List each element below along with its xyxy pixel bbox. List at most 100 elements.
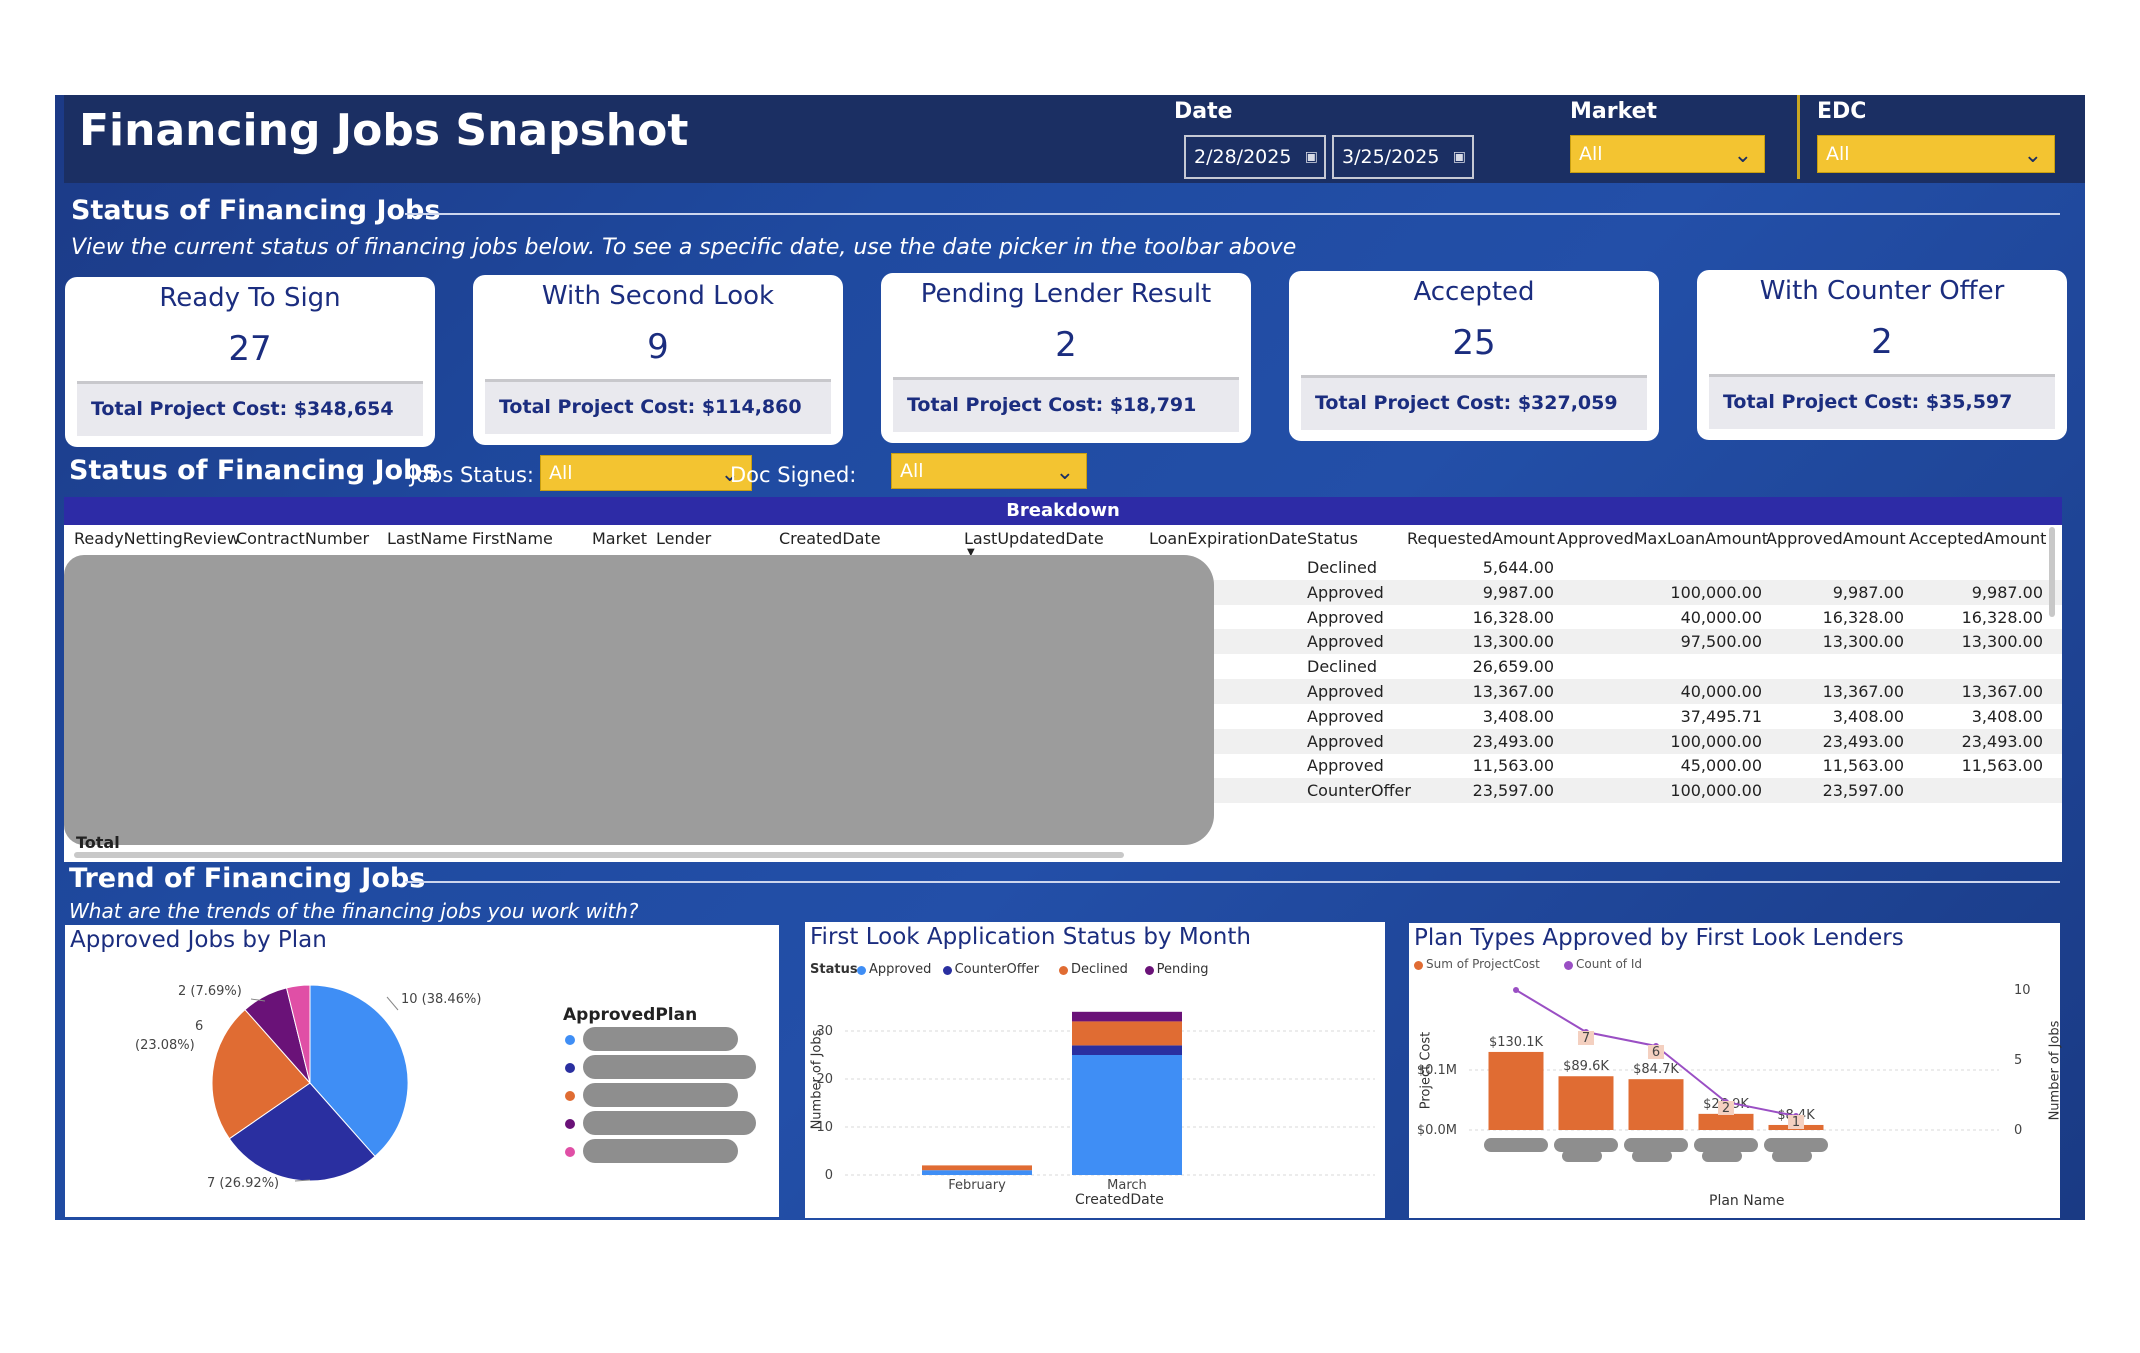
trend-section-subtitle: What are the trends of the financing job…	[69, 899, 639, 923]
legend-dot	[565, 1091, 575, 1101]
column-header[interactable]: LastName	[387, 529, 468, 548]
table-row[interactable]: Approved 23,493.00 100,000.00 23,493.00 23,4…	[64, 729, 2062, 754]
bar-segment	[1072, 1011, 1182, 1022]
section-divider	[405, 881, 2060, 883]
status-cell: Approved	[1307, 632, 1384, 652]
vertical-scrollbar[interactable]	[2049, 527, 2055, 617]
accepted-amount-cell: 11,563.00	[1961, 756, 2043, 776]
calendar-icon[interactable]: ▣	[1452, 149, 1466, 165]
jobs-table: Breakdown ReadyNettingReview ContractNum…	[64, 497, 2062, 862]
horizontal-scrollbar[interactable]	[74, 852, 1124, 858]
requested-amount-cell: 26,659.00	[1472, 657, 1554, 677]
pie-slice	[309, 984, 409, 1158]
date-end-input[interactable]: 3/25/2025 ▣	[1332, 135, 1474, 179]
table-row[interactable]: Declined 5,644.00	[64, 555, 2062, 580]
accepted-amount-cell: 13,367.00	[1961, 682, 2043, 701]
table-row[interactable]: Approved 13,367.00 40,000.00 13,367.00 13,36…	[64, 679, 2062, 704]
status-section-heading: Status of Financing Jobs	[71, 195, 441, 226]
y2-tick-label: 5	[2014, 1053, 2022, 1068]
y-axis-title-left: Project Cost	[1418, 1031, 1434, 1110]
legend-dot	[565, 1035, 575, 1045]
slice-label: 6	[195, 1019, 203, 1034]
pie-chart: 10 (38.46%) 7 (26.92%) 6(23.08%) 2 (7.69%)	[135, 984, 481, 1191]
redacted-x-label	[1624, 1138, 1688, 1152]
panel-title: Plan Types Approved by First Look Lender…	[1414, 925, 1904, 951]
card-count: 2	[1055, 325, 1077, 365]
column-header[interactable]: Status	[1307, 529, 1358, 548]
leader-line	[386, 996, 399, 1011]
column-header[interactable]: LastUpdatedDate	[964, 529, 1104, 548]
card-title: Pending Lender Result	[920, 279, 1212, 309]
redacted-legend-label	[583, 1083, 738, 1107]
card-title: Accepted	[1413, 277, 1535, 307]
breakdown-header: Breakdown	[64, 497, 2062, 525]
table-row[interactable]: Approved 11,563.00 45,000.00 11,563.00 11,56…	[64, 753, 2062, 778]
column-header[interactable]: RequestedAmount	[1407, 529, 1555, 548]
redacted-x-label	[1554, 1138, 1618, 1152]
redacted-region	[64, 555, 1214, 845]
y2-tick-label: 10	[2014, 983, 2031, 998]
jobs-status-value: All	[549, 462, 573, 484]
status-cell: Approved	[1307, 682, 1384, 701]
date-start-input[interactable]: 2/28/2025 ▣	[1184, 135, 1326, 179]
requested-amount-cell: 23,493.00	[1472, 731, 1554, 751]
column-header[interactable]: ApprovedMaxLoanAmount	[1557, 529, 1769, 548]
approved-max-loan-cell: 45,000.00	[1680, 756, 1762, 776]
stacked-bar-chart: 0 10 20 30 February March	[816, 1011, 1375, 1193]
card-cost: Total Project Cost: $327,059	[1315, 392, 1618, 414]
date-end-value: 3/25/2025	[1342, 146, 1440, 168]
panel-title: Approved Jobs by Plan	[70, 927, 327, 953]
card-cost: Total Project Cost: $348,654	[91, 398, 394, 420]
column-header[interactable]: AcceptedAmount	[1909, 529, 2047, 548]
card-cost-bar: Total Project Cost: $35,597	[1709, 374, 2055, 429]
redacted-x-label	[1484, 1138, 1548, 1152]
pie-slice	[228, 1082, 376, 1182]
bar-segment	[1072, 1021, 1182, 1046]
chevron-down-icon: ⌄	[1733, 143, 1752, 168]
card-ready-to-sign[interactable]: Ready To Sign 27 Total Project Cost: $34…	[65, 277, 435, 447]
jobs-status-dropdown[interactable]: All ⌄	[540, 455, 752, 491]
bar-segment	[1072, 1055, 1182, 1175]
card-with-second-look[interactable]: With Second Look 9 Total Project Cost: $…	[473, 275, 843, 445]
column-header[interactable]: FirstName	[472, 529, 553, 548]
card-with-counter-offer[interactable]: With Counter Offer 2 Total Project Cost:…	[1697, 270, 2067, 440]
column-header[interactable]: LoanExpirationDate	[1149, 529, 1307, 548]
card-accepted[interactable]: Accepted 25 Total Project Cost: $327,059	[1289, 271, 1659, 441]
column-header[interactable]: ReadyNettingReview	[74, 529, 240, 548]
chevron-down-icon: ⌄	[720, 462, 739, 487]
legend-dot	[1144, 966, 1154, 975]
sort-arrow-icon[interactable]: ▼	[967, 547, 975, 558]
calendar-icon[interactable]: ▣	[1304, 149, 1318, 165]
redacted-x-label	[1632, 1150, 1672, 1162]
edc-dropdown[interactable]: All ⌄	[1817, 135, 2055, 173]
legend-label: Sum of ProjectCost	[1426, 957, 1540, 971]
column-header[interactable]: Lender	[656, 529, 712, 548]
table-row[interactable]: Approved 16,328.00 40,000.00 16,328.00 16,32…	[64, 605, 2062, 630]
trend-section-heading: Trend of Financing Jobs	[69, 863, 426, 894]
column-header[interactable]: ContractNumber	[236, 529, 370, 548]
column-header[interactable]: Market	[592, 529, 647, 548]
table-row[interactable]: Approved 3,408.00 37,495.71 3,408.00 3,408.0…	[64, 704, 2062, 729]
column-header[interactable]: CreatedDate	[779, 529, 881, 548]
approved-amount-cell: 11,563.00	[1822, 756, 1904, 776]
bar	[1488, 1051, 1544, 1130]
table-row[interactable]: Approved 13,300.00 97,500.00 13,300.00 13,30…	[64, 629, 2062, 654]
approved-max-loan-cell: 40,000.00	[1680, 682, 1762, 701]
doc-signed-dropdown[interactable]: All ⌄	[891, 453, 1087, 489]
card-cost: Total Project Cost: $18,791	[907, 394, 1197, 416]
legend-dot	[857, 966, 866, 975]
market-dropdown[interactable]: All ⌄	[1570, 135, 1765, 173]
table-row[interactable]: Declined 26,659.00	[64, 654, 2062, 679]
card-pending-lender-result[interactable]: Pending Lender Result 2 Total Project Co…	[881, 273, 1251, 443]
table-row[interactable]: Approved 9,987.00 100,000.00 9,987.00 9,987.…	[64, 580, 2062, 605]
status-cell: Approved	[1307, 607, 1384, 627]
data-label: $130.1K	[1489, 1035, 1543, 1050]
card-cost: Total Project Cost: $35,597	[1723, 391, 2013, 413]
approved-amount-cell: 13,367.00	[1822, 682, 1904, 701]
column-header[interactable]: ApprovedAmount	[1766, 529, 1906, 548]
market-dropdown-value: All	[1579, 143, 1603, 165]
accepted-amount-cell: 16,328.00	[1961, 607, 2043, 627]
bar-segment	[1072, 1045, 1182, 1055]
market-filter-label: Market	[1570, 99, 1658, 124]
table-row[interactable]: CounterOffer 23,597.00 100,000.00 23,597.00	[64, 778, 2062, 803]
